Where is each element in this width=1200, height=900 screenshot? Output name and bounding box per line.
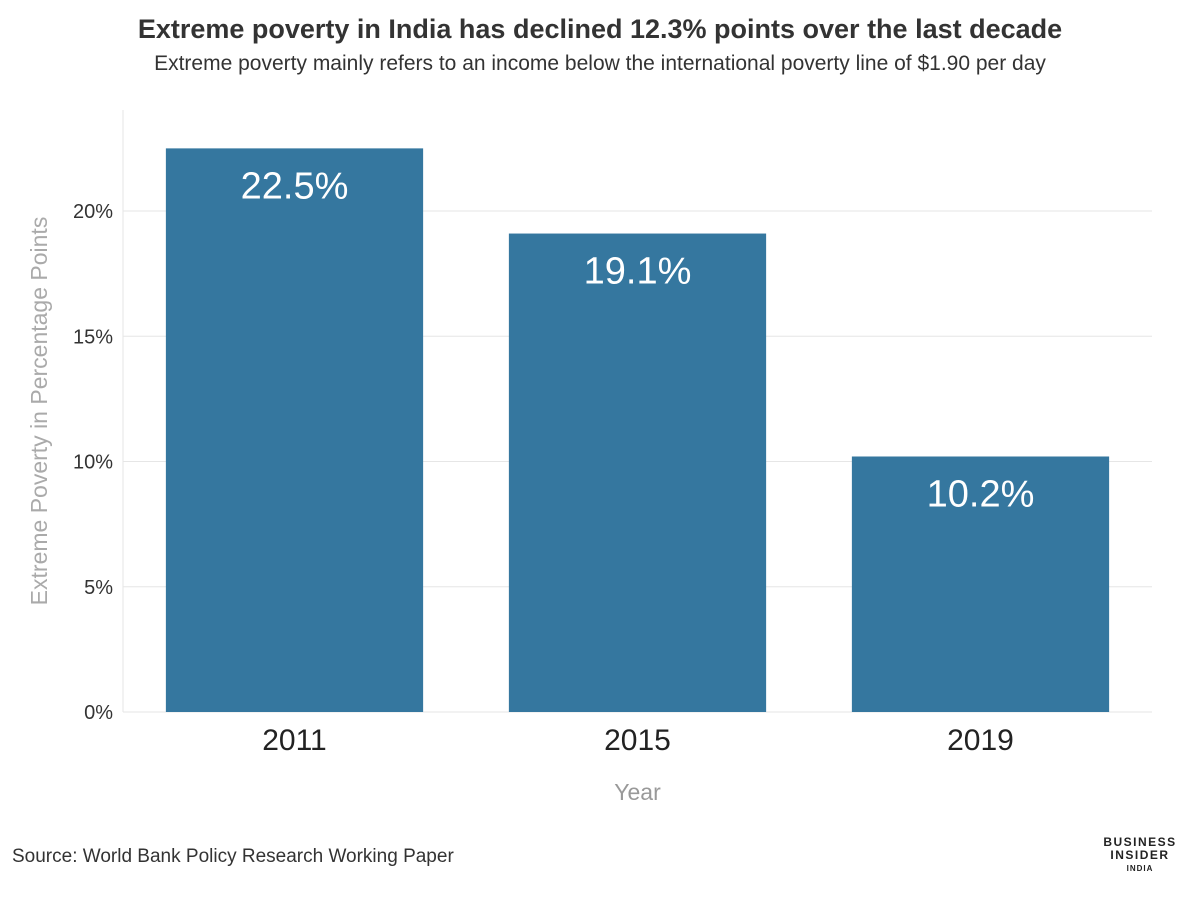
- y-tick-label: 10%: [73, 452, 113, 474]
- y-tick-label: 5%: [84, 577, 113, 599]
- chart-title: Extreme poverty in India has declined 12…: [137, 14, 1063, 44]
- y-axis-title: Extreme Poverty in Percentage Points: [26, 217, 52, 606]
- logo-line1: BUSINESS: [1103, 835, 1177, 849]
- logo-line3: INDIA: [1126, 864, 1154, 873]
- x-tick-label: 2011: [262, 724, 327, 757]
- y-tick-label: 20%: [73, 201, 113, 223]
- data-label: 19.1%: [584, 251, 692, 293]
- y-tick-label: 15%: [73, 326, 113, 348]
- bar: [851, 456, 1110, 712]
- data-label: 10.2%: [927, 473, 1035, 515]
- logo-line2: INSIDER: [1110, 848, 1170, 862]
- bar: [165, 148, 424, 712]
- source-note: Source: World Bank Policy Research Worki…: [12, 846, 454, 867]
- x-tick-label: 2015: [604, 724, 671, 757]
- y-tick-label: 0%: [84, 702, 113, 724]
- bar: [508, 233, 767, 713]
- chart-subtitle: Extreme poverty mainly refers to an inco…: [154, 52, 1046, 75]
- x-axis-title: Year: [614, 779, 661, 805]
- business-insider-logo: BUSINESS INSIDER INDIA: [1098, 836, 1182, 875]
- x-tick-label: 2019: [947, 724, 1014, 757]
- data-label: 22.5%: [241, 165, 349, 207]
